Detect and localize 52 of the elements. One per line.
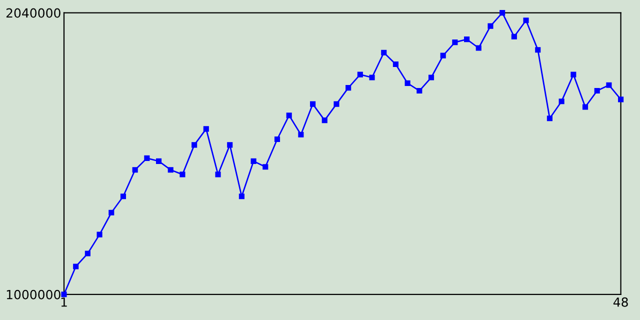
- point: [464, 36, 470, 42]
- x-tick-label: 1: [61, 298, 67, 307]
- point: [404, 80, 410, 86]
- y-tick-label: 1000000: [6, 290, 60, 300]
- point: [523, 18, 529, 24]
- point: [262, 164, 268, 170]
- point: [452, 40, 458, 46]
- point: [84, 250, 90, 256]
- y-tick-label: 2040000: [6, 8, 60, 18]
- point: [381, 50, 387, 56]
- point: [203, 126, 209, 132]
- point: [346, 85, 352, 91]
- point: [238, 194, 244, 200]
- point: [322, 118, 328, 124]
- point: [168, 167, 174, 173]
- point: [73, 264, 79, 270]
- point: [61, 292, 67, 298]
- point: [511, 34, 517, 40]
- point: [500, 10, 506, 16]
- point: [274, 136, 280, 142]
- point: [606, 82, 612, 88]
- point: [416, 88, 422, 94]
- point: [310, 101, 316, 107]
- point: [582, 104, 588, 110]
- point: [180, 172, 186, 178]
- point: [618, 96, 624, 102]
- point: [192, 142, 198, 148]
- point: [334, 101, 340, 107]
- point: [215, 172, 221, 178]
- point: [120, 194, 126, 200]
- point: [535, 47, 541, 53]
- point: [546, 116, 552, 122]
- point: [144, 155, 150, 161]
- point: [108, 210, 114, 216]
- point: [594, 88, 600, 94]
- x-tick-label: 48: [613, 297, 628, 307]
- point: [476, 45, 482, 51]
- point: [156, 158, 162, 164]
- point: [570, 72, 576, 78]
- point: [369, 74, 375, 80]
- point: [392, 61, 398, 68]
- point: [357, 72, 363, 78]
- point: [227, 142, 233, 148]
- point: [298, 132, 304, 138]
- point: [132, 167, 138, 173]
- point: [488, 23, 494, 29]
- point: [440, 52, 446, 58]
- point: [558, 98, 564, 104]
- point: [286, 112, 292, 118]
- point: [250, 158, 256, 164]
- point: [96, 232, 102, 238]
- point: [428, 74, 434, 80]
